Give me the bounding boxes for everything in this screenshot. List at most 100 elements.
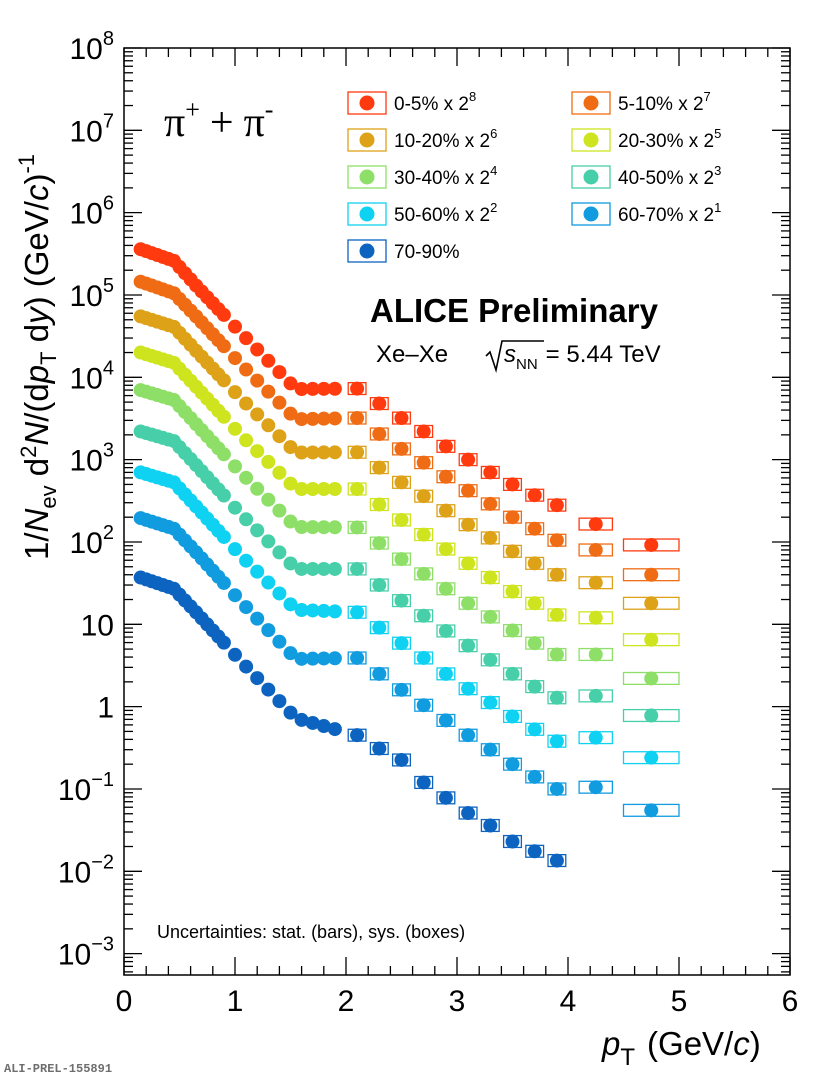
y-axis-part-12: ) (GeV/ xyxy=(18,200,55,307)
data-point xyxy=(305,482,320,497)
data-point xyxy=(416,424,431,439)
y-tick-base: 10 xyxy=(81,609,114,642)
y-tick-base: 1 xyxy=(97,692,114,725)
legend-marker xyxy=(359,206,375,222)
data-point xyxy=(216,635,231,650)
legend-label-exponent: 2 xyxy=(490,200,497,215)
data-point xyxy=(588,688,603,703)
y-tick-base: 10 xyxy=(70,198,103,231)
data-point xyxy=(239,659,254,674)
data-point xyxy=(483,742,498,757)
data-point xyxy=(228,385,242,400)
particle-plus-sign: + xyxy=(210,100,234,146)
particle-pi-minus: π xyxy=(244,100,265,146)
y-axis-part-3: ev xyxy=(36,485,61,508)
data-point xyxy=(261,682,276,697)
data-point xyxy=(461,483,476,498)
axis-ticks xyxy=(123,47,791,975)
y-axis-part-15: -1 xyxy=(14,154,39,174)
data-point xyxy=(272,545,287,560)
legend-label-text: 60-70% x 2 xyxy=(618,205,714,226)
data-point xyxy=(316,719,331,734)
legend-item: 60-70% x 21 xyxy=(571,200,721,226)
y-tick-label: 10−3 xyxy=(58,934,114,972)
data-point xyxy=(588,730,603,745)
y-tick-label: 107 xyxy=(70,110,115,148)
data-point xyxy=(394,752,409,767)
data-point xyxy=(283,376,298,391)
data-point xyxy=(228,647,242,662)
y-tick-exponent: −1 xyxy=(91,769,114,791)
legend-box xyxy=(347,91,387,115)
legend-box xyxy=(347,239,387,263)
legend-label-text: 20-30% x 2 xyxy=(618,131,714,152)
data-point xyxy=(588,610,603,625)
data-point xyxy=(250,444,265,459)
data-point xyxy=(327,561,342,576)
data-point xyxy=(350,520,365,535)
data-point xyxy=(461,556,476,571)
data-point xyxy=(350,381,365,396)
y-tick-exponent: −2 xyxy=(91,851,114,873)
data-point xyxy=(372,396,387,411)
y-tick-label: 103 xyxy=(70,440,115,478)
data-point xyxy=(527,769,542,784)
data-point xyxy=(239,396,254,411)
data-point xyxy=(644,632,659,647)
y-tick-label: 105 xyxy=(70,275,115,313)
data-point xyxy=(438,581,453,596)
data-point xyxy=(272,395,287,410)
data-point xyxy=(549,498,564,513)
data-point xyxy=(416,566,431,581)
legend-label: 0-5% x 28 xyxy=(394,89,476,115)
y-axis-title: 1/Nev d2N/(dpT dy) (GeV/c)-1 xyxy=(14,154,61,560)
data-point xyxy=(216,447,231,462)
data-point xyxy=(527,488,542,503)
data-point xyxy=(372,536,387,551)
legend-label: 70-90% xyxy=(394,242,460,263)
data-point xyxy=(216,575,231,590)
data-point xyxy=(438,542,453,557)
data-point xyxy=(250,564,265,579)
series-0 xyxy=(133,242,680,552)
legend-label-text: 5-10% x 2 xyxy=(618,94,704,115)
legend-item: 20-30% x 25 xyxy=(571,126,721,152)
data-point xyxy=(394,682,409,697)
particle-sup-plus: + xyxy=(185,95,200,124)
data-point xyxy=(549,781,564,796)
data-point xyxy=(483,465,498,480)
data-point xyxy=(261,454,276,469)
legend-box xyxy=(571,165,611,189)
data-point xyxy=(327,651,342,666)
data-point xyxy=(239,512,254,527)
data-point xyxy=(316,651,331,666)
data-point xyxy=(394,636,409,651)
data-point xyxy=(549,647,564,662)
x-axis-sub: T xyxy=(620,1044,635,1071)
y-axis-part-4: d xyxy=(18,458,55,486)
y-axis-part-5: 2 xyxy=(16,446,41,458)
series-5 xyxy=(133,424,680,723)
data-point xyxy=(438,439,453,454)
data-point xyxy=(416,650,431,665)
data-point xyxy=(216,339,231,354)
x-axis-unit-c: c xyxy=(733,1025,750,1062)
data-point xyxy=(283,556,298,571)
data-point xyxy=(483,818,498,833)
data-point xyxy=(294,651,309,666)
data-point xyxy=(283,406,298,421)
data-point xyxy=(261,575,276,590)
legend-item: 50-60% x 22 xyxy=(347,200,497,226)
data-point xyxy=(305,715,320,730)
data-point xyxy=(549,853,564,868)
data-point xyxy=(250,611,265,626)
legend-label: 20-30% x 25 xyxy=(618,126,721,152)
particle-sup-minus: - xyxy=(265,95,274,124)
y-tick-base: 10 xyxy=(70,115,103,148)
data-point xyxy=(483,609,498,624)
y-tick-exponent: 3 xyxy=(103,440,114,462)
data-point xyxy=(283,476,298,491)
legend-item: 0-5% x 28 xyxy=(347,89,476,115)
data-point xyxy=(483,496,498,511)
data-point xyxy=(588,542,603,557)
